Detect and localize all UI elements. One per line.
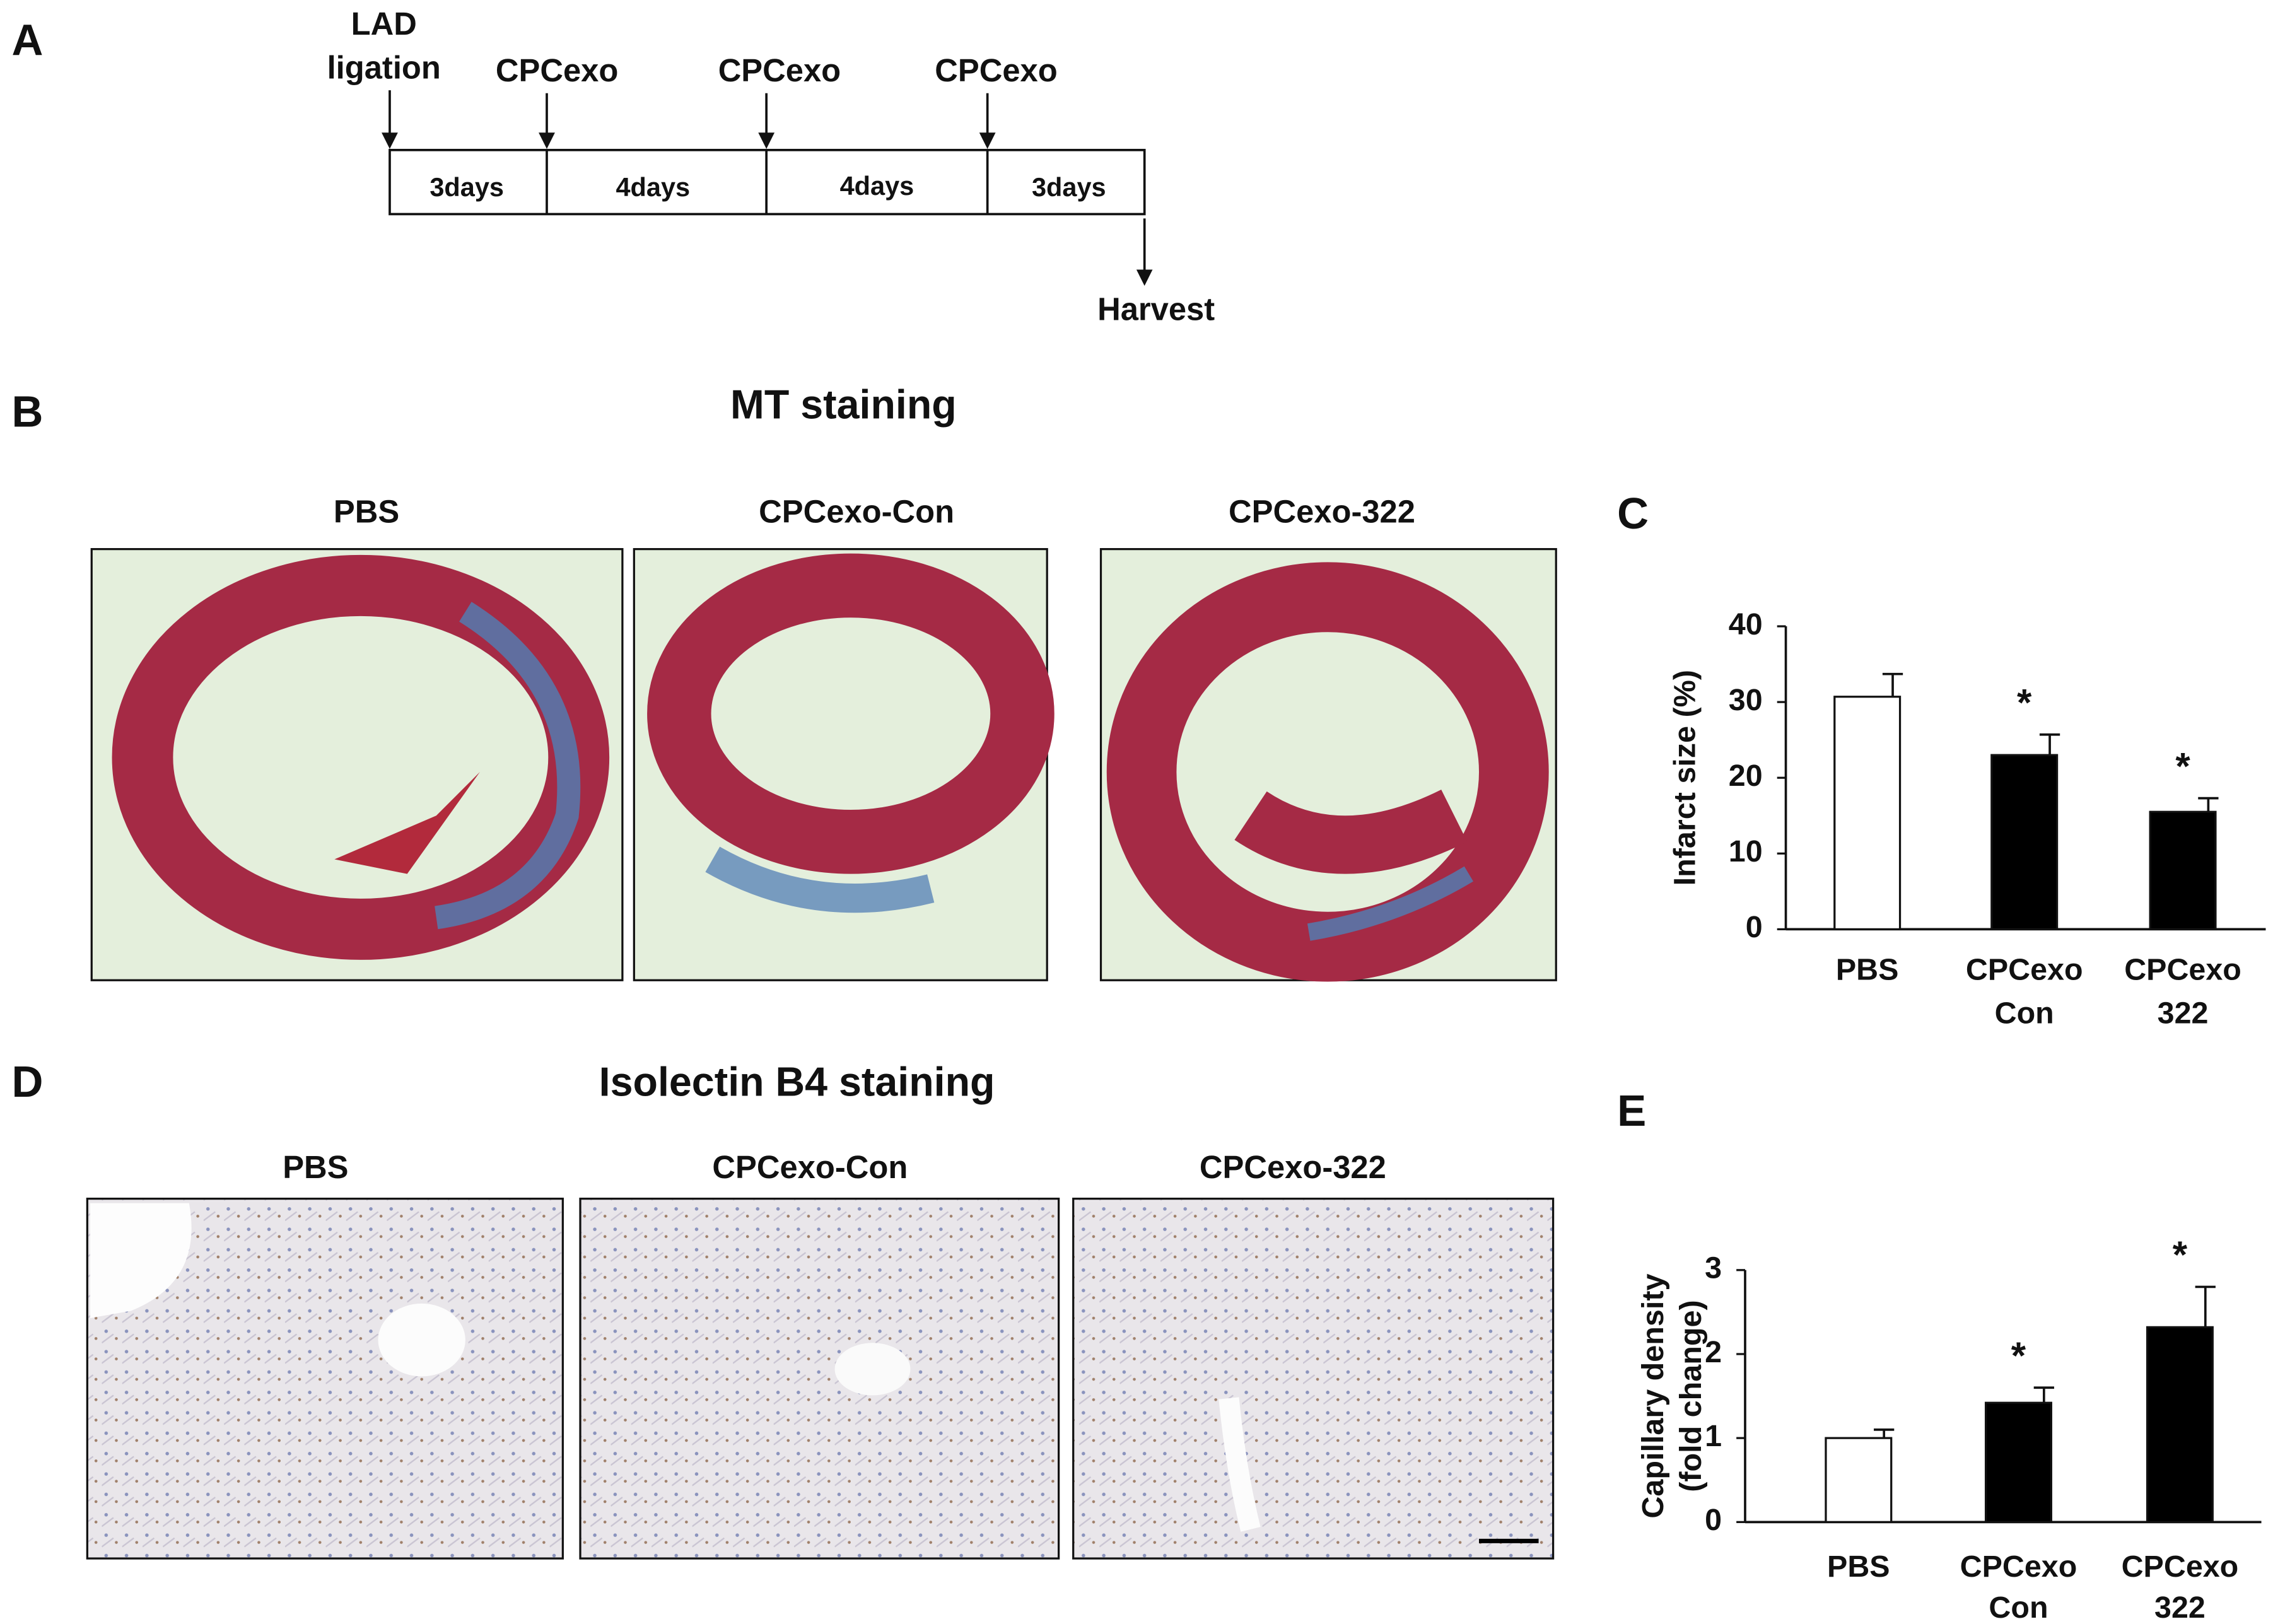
y-tick-label: 0	[1705, 1503, 1722, 1537]
panel-label: A	[11, 16, 43, 65]
group-label: PBS	[334, 494, 399, 530]
x-tick-label: PBS	[1836, 952, 1899, 986]
y-tick-label: 40	[1729, 607, 1763, 641]
x-tick-label: CPCexo 322	[2122, 1550, 2239, 1624]
interval-label: 4days	[616, 172, 691, 202]
x-tick-label: CPCexo Con	[1960, 1550, 2077, 1624]
bar	[1825, 1437, 1893, 1523]
micrograph	[1099, 548, 1557, 982]
y-tick-label: 1	[1705, 1419, 1722, 1453]
x-tick-label: CPCexo Con	[1966, 952, 2083, 1030]
significance-mark: *	[2175, 745, 2190, 787]
significance-mark: *	[2173, 1234, 2188, 1276]
bar	[2149, 810, 2217, 931]
section-title: MT staining	[730, 382, 957, 428]
bar	[1833, 696, 1902, 931]
x-tick-label: PBS	[1827, 1550, 1890, 1584]
group-label: CPCexo-322	[1200, 1149, 1386, 1185]
timeline	[382, 90, 1153, 286]
micrograph	[90, 548, 624, 981]
interval-label: 3days	[429, 172, 504, 202]
x-tick-label: CPCexo 322	[2124, 952, 2241, 1030]
group-label: CPCexo-322	[1229, 494, 1415, 530]
panel-label: B	[11, 387, 43, 436]
y-axis-label: (fold change)	[1674, 1300, 1708, 1492]
panel-label: E	[1617, 1086, 1646, 1135]
micrograph	[633, 548, 1055, 981]
significance-mark: *	[2011, 1335, 2026, 1377]
section-title: Isolectin B4 staining	[599, 1060, 995, 1105]
y-tick-label: 10	[1729, 834, 1763, 868]
panel-label: C	[1617, 489, 1649, 538]
micrograph	[86, 1198, 1555, 1560]
timeline-label: CPCexo	[496, 52, 618, 88]
timeline-label: CPCexo	[718, 52, 841, 88]
significance-mark: *	[2017, 681, 2032, 723]
y-tick-label: 30	[1729, 683, 1763, 717]
panel-label: D	[11, 1057, 43, 1106]
timeline-label: LAD	[351, 6, 417, 42]
interval-label: 4days	[840, 171, 914, 201]
bar	[1984, 1401, 2052, 1523]
bar	[2146, 1326, 2214, 1523]
y-tick-label: 0	[1746, 910, 1763, 944]
group-label: PBS	[283, 1149, 348, 1185]
group-label: CPCexo-Con	[759, 494, 954, 530]
bar	[1990, 754, 2059, 931]
timeline-label: CPCexo	[935, 52, 1057, 88]
y-axis-label: Capillary density	[1636, 1273, 1670, 1518]
timeline-label: ligation	[327, 49, 441, 85]
y-tick-label: 2	[1705, 1335, 1722, 1369]
group-label: CPCexo-Con	[712, 1149, 908, 1185]
y-tick-label: 3	[1705, 1251, 1722, 1285]
timeline-label: Harvest	[1097, 291, 1215, 327]
y-tick-label: 20	[1729, 759, 1763, 793]
interval-label: 3days	[1032, 172, 1106, 202]
y-axis-label: Infarct size (%)	[1668, 670, 1702, 885]
